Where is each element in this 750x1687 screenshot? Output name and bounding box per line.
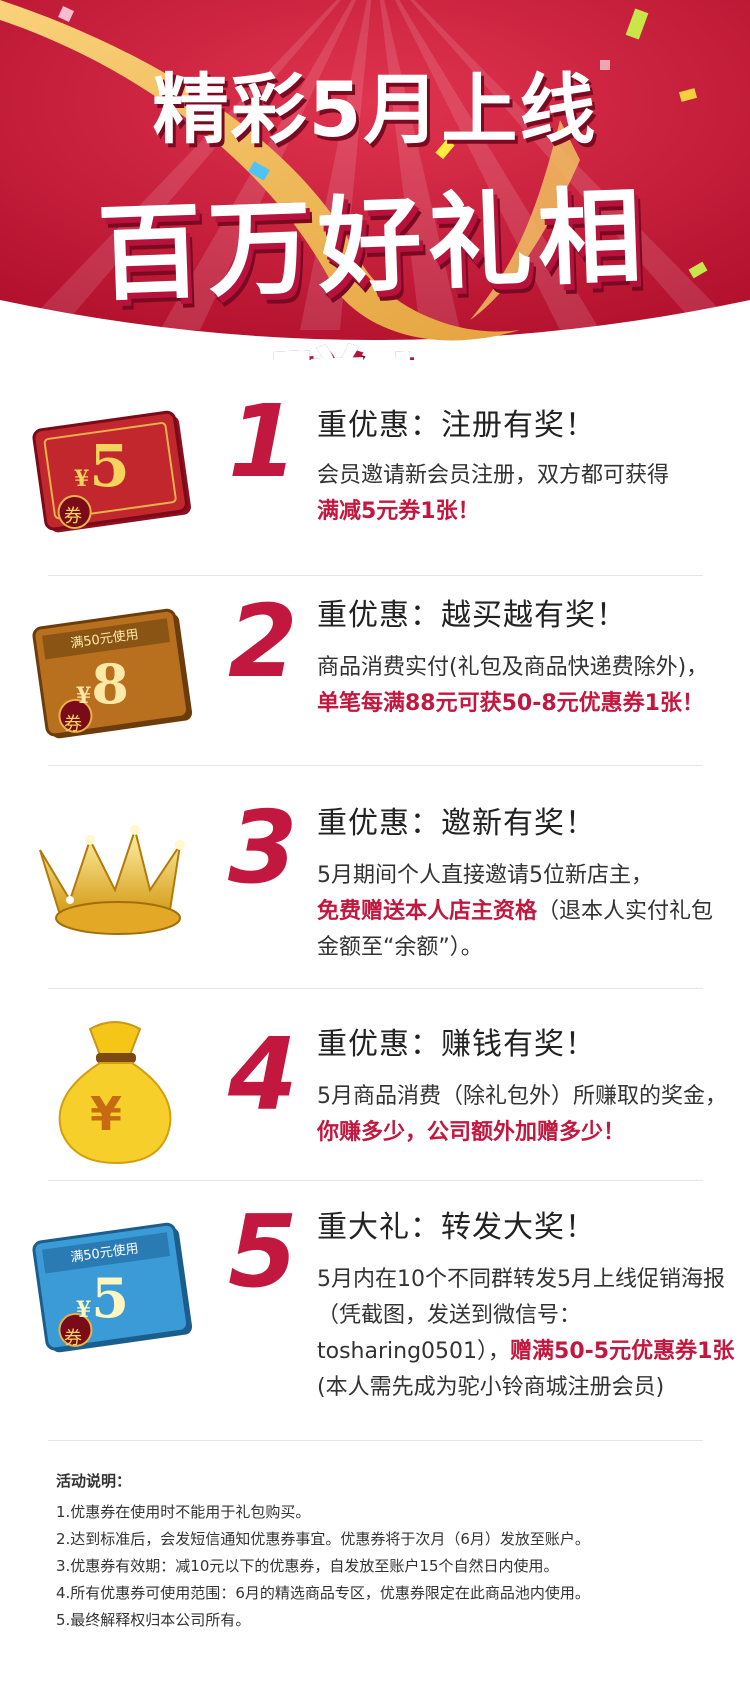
hero-background bbox=[0, 0, 750, 341]
section-body: 5月商品消费（除礼包外）所赚取的奖金，你赚多少，公司额外加赠多少！ bbox=[317, 1084, 727, 1145]
section-body: 会员邀请新会员注册，双方都可获得 满减5元券1张！ bbox=[317, 463, 670, 524]
ticket-red-5-icon: ¥5 券 bbox=[30, 406, 200, 546]
section-body: 5月期间个人直接邀请5位新店主， 免费赠送本人店主资格（退本人实付礼包金额至“余… bbox=[317, 863, 714, 960]
activity-notes: 活动说明： 1.优惠券在使用时不能用于礼包购买。 2.达到标准后，会发短信通知优… bbox=[56, 1468, 706, 1634]
note-item: 5.最终解释权归本公司所有。 bbox=[56, 1611, 251, 1629]
offer-section-5: 满50元使用 ¥5 券 5 重大礼：转发大奖！ 5月内在10个不同群转发5月上线… bbox=[0, 1200, 750, 1440]
section-title: 重优惠：邀新有奖！ bbox=[317, 806, 596, 841]
crown-icon bbox=[30, 810, 200, 950]
note-item: 3.优惠券有效期：减10元以下的优惠券，自发放至账户15个自然日内使用。 bbox=[56, 1557, 559, 1575]
ticket-blue-5-icon: 满50元使用 ¥5 券 bbox=[30, 1218, 200, 1358]
money-bag-icon: ¥ bbox=[30, 1015, 200, 1165]
section-title: 重优惠：注册有奖！ bbox=[317, 408, 596, 443]
hero-title-line1: 精彩5月上线 bbox=[152, 65, 598, 154]
section-body: 商品消费实付(礼包及商品快递费除外)， 单笔每满88元可获50-8元优惠券1张！ bbox=[317, 655, 709, 716]
ticket-gold-8-icon: 满50元使用 ¥8 券 bbox=[30, 604, 200, 744]
bag-symbol: ¥ bbox=[90, 1087, 123, 1141]
divider bbox=[48, 1440, 703, 1441]
ticket-stamp: 券 bbox=[64, 506, 82, 527]
section-number: 1 bbox=[228, 383, 298, 500]
offer-section-4: ¥ 4 重优惠：赚钱有奖！ 5月商品消费（除礼包外）所赚取的奖金，你赚多少，公司… bbox=[0, 1005, 750, 1180]
section-title: 重大礼：转发大奖！ bbox=[317, 1210, 596, 1245]
note-item: 2.达到标准后，会发短信通知优惠券事宜。优惠券将于次月（6月）发放至账户。 bbox=[56, 1530, 590, 1548]
section-title: 重优惠：赚钱有奖！ bbox=[317, 1027, 596, 1062]
ticket-face: ¥5 bbox=[74, 432, 130, 500]
divider bbox=[48, 575, 703, 576]
note-item: 1.优惠券在使用时不能用于礼包购买。 bbox=[56, 1503, 311, 1521]
section-number: 3 bbox=[228, 789, 298, 906]
section-number: 5 bbox=[228, 1193, 298, 1310]
section-number: 4 bbox=[228, 1016, 298, 1133]
note-item: 4.所有优惠券可使用范围：6月的精选商品专区，优惠券限定在此商品池内使用。 bbox=[56, 1584, 590, 1602]
offer-section-2: 满50元使用 ¥8 券 2 重优惠：越买越有奖！ 商品消费实付(礼包及商品快递费… bbox=[0, 590, 750, 765]
ticket-stamp: 券 bbox=[64, 1328, 82, 1349]
section-body: 5月内在10个不同群转发5月上线促销海报（凭截图，发送到微信号：tosharin… bbox=[317, 1267, 735, 1400]
divider bbox=[48, 1180, 703, 1181]
offer-section-1: ¥5 券 1 重优惠：注册有奖！ 会员邀请新会员注册，双方都可获得 满减5元券1… bbox=[0, 380, 750, 570]
ticket-face: ¥8 bbox=[76, 652, 129, 716]
hero-banner: 精彩5月上线 百万好礼相赠！ bbox=[0, 0, 750, 360]
offer-section-3: 3 重优惠：邀新有奖！ 5月期间个人直接邀请5位新店主， 免费赠送本人店主资格（… bbox=[0, 790, 750, 990]
ticket-face: ¥5 bbox=[76, 1266, 129, 1330]
section-number: 2 bbox=[228, 583, 298, 700]
divider bbox=[48, 988, 703, 989]
notes-title: 活动说明： bbox=[56, 1472, 132, 1490]
ticket-stamp: 券 bbox=[64, 714, 82, 735]
divider bbox=[48, 765, 703, 766]
hero-title-line2: 百万好礼相赠！ bbox=[95, 174, 650, 360]
section-title: 重优惠：越买越有奖！ bbox=[317, 598, 627, 633]
